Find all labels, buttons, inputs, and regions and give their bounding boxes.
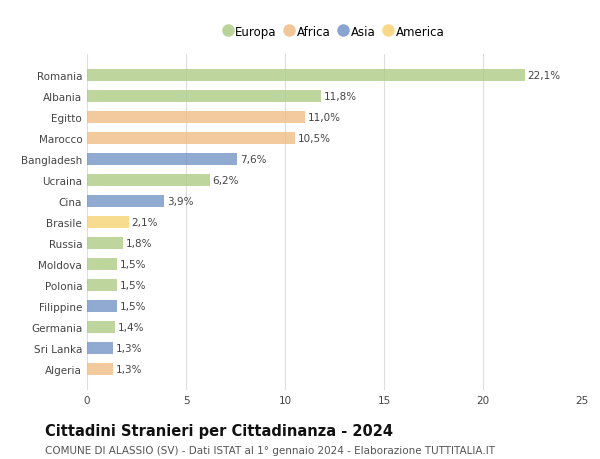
- Bar: [87, 70, 524, 82]
- Text: 11,0%: 11,0%: [308, 113, 341, 123]
- Text: 3,9%: 3,9%: [167, 197, 194, 207]
- Text: 1,3%: 1,3%: [116, 343, 142, 353]
- Text: COMUNE DI ALASSIO (SV) - Dati ISTAT al 1° gennaio 2024 - Elaborazione TUTTITALIA: COMUNE DI ALASSIO (SV) - Dati ISTAT al 1…: [45, 445, 495, 455]
- Text: 1,5%: 1,5%: [119, 280, 146, 291]
- Bar: [87, 91, 320, 103]
- Text: 1,5%: 1,5%: [119, 259, 146, 269]
- Bar: [87, 154, 238, 166]
- Bar: [87, 322, 115, 333]
- Bar: [87, 196, 164, 207]
- Legend: Europa, Africa, Asia, America: Europa, Africa, Asia, America: [220, 21, 449, 43]
- Bar: [87, 238, 122, 249]
- Text: 1,5%: 1,5%: [119, 302, 146, 311]
- Bar: [87, 112, 305, 123]
- Text: 1,4%: 1,4%: [118, 322, 144, 332]
- Bar: [87, 301, 116, 312]
- Bar: [87, 259, 116, 270]
- Bar: [87, 217, 128, 229]
- Text: 10,5%: 10,5%: [298, 134, 331, 144]
- Bar: [87, 133, 295, 145]
- Text: 2,1%: 2,1%: [131, 218, 158, 228]
- Text: 6,2%: 6,2%: [213, 176, 239, 186]
- Bar: [87, 342, 113, 354]
- Text: 1,3%: 1,3%: [116, 364, 142, 374]
- Text: 11,8%: 11,8%: [323, 92, 357, 102]
- Text: 7,6%: 7,6%: [241, 155, 267, 165]
- Bar: [87, 364, 113, 375]
- Text: 1,8%: 1,8%: [125, 239, 152, 248]
- Text: 22,1%: 22,1%: [527, 71, 560, 81]
- Bar: [87, 175, 210, 186]
- Bar: [87, 280, 116, 291]
- Text: Cittadini Stranieri per Cittadinanza - 2024: Cittadini Stranieri per Cittadinanza - 2…: [45, 423, 393, 438]
